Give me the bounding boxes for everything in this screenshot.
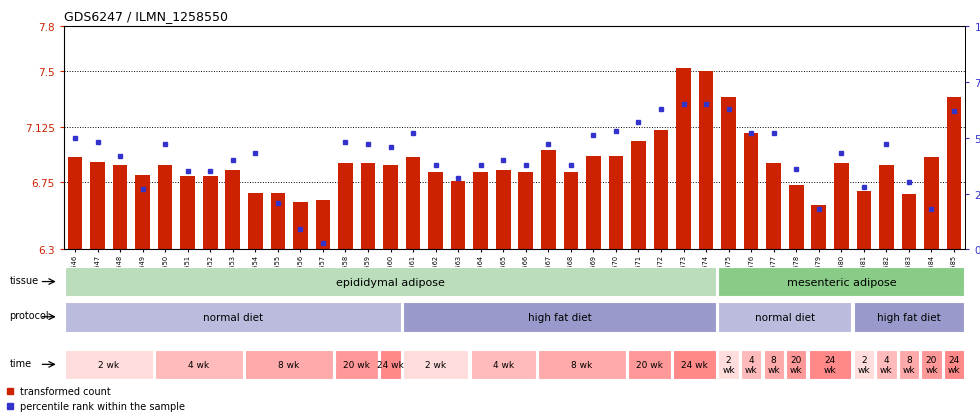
Text: 8
wk: 8 wk xyxy=(767,355,780,374)
Text: 2 wk: 2 wk xyxy=(98,360,120,369)
Text: 20
wk: 20 wk xyxy=(925,355,938,374)
Bar xyxy=(857,192,871,250)
Bar xyxy=(586,156,601,250)
Text: 4 wk: 4 wk xyxy=(493,360,514,369)
Bar xyxy=(718,350,739,379)
Text: 20 wk: 20 wk xyxy=(636,360,663,369)
Bar xyxy=(225,171,240,250)
Text: tissue: tissue xyxy=(10,275,38,285)
Bar xyxy=(631,141,646,250)
Bar xyxy=(786,350,807,379)
Bar xyxy=(876,350,897,379)
Bar xyxy=(654,131,668,250)
Text: GDS6247 / ILMN_1258550: GDS6247 / ILMN_1258550 xyxy=(64,10,227,23)
Text: 24 wk: 24 wk xyxy=(377,360,404,369)
Text: 2
wk: 2 wk xyxy=(722,355,735,374)
Text: normal diet: normal diet xyxy=(755,312,815,322)
Text: 20 wk: 20 wk xyxy=(343,360,370,369)
Bar xyxy=(609,156,623,250)
Bar xyxy=(403,302,716,332)
Bar xyxy=(403,350,468,379)
Bar xyxy=(921,350,942,379)
Bar xyxy=(879,165,894,250)
Text: normal diet: normal diet xyxy=(203,312,263,322)
Bar xyxy=(924,158,939,250)
Text: 20
wk: 20 wk xyxy=(790,355,803,374)
Bar xyxy=(428,173,443,250)
Bar xyxy=(541,150,556,250)
Bar xyxy=(673,350,716,379)
Bar xyxy=(538,350,626,379)
Text: epididymal adipose: epididymal adipose xyxy=(336,277,445,287)
Text: 8 wk: 8 wk xyxy=(571,360,593,369)
Bar xyxy=(718,302,852,332)
Bar xyxy=(766,164,781,250)
Bar xyxy=(135,176,150,250)
Bar xyxy=(383,165,398,250)
Text: 4 wk: 4 wk xyxy=(188,360,210,369)
Bar xyxy=(338,164,353,250)
Bar xyxy=(944,350,964,379)
Bar xyxy=(741,350,761,379)
Bar xyxy=(811,205,826,250)
Text: 24
wk: 24 wk xyxy=(948,355,960,374)
Text: 8 wk: 8 wk xyxy=(278,360,300,369)
Bar xyxy=(316,201,330,250)
Text: protocol: protocol xyxy=(10,310,49,320)
Text: high fat diet: high fat diet xyxy=(527,312,592,322)
Bar xyxy=(676,69,691,250)
Bar xyxy=(245,350,333,379)
Text: 8
wk: 8 wk xyxy=(903,355,915,374)
Bar xyxy=(721,98,736,250)
Bar xyxy=(496,171,511,250)
Bar xyxy=(470,350,536,379)
Bar xyxy=(65,267,716,297)
Bar xyxy=(834,164,849,250)
Bar xyxy=(293,202,308,250)
Bar xyxy=(113,165,127,250)
Bar xyxy=(718,267,964,297)
Bar xyxy=(564,173,578,250)
Text: 24 wk: 24 wk xyxy=(681,360,709,369)
Bar xyxy=(808,350,852,379)
Bar xyxy=(518,173,533,250)
Bar xyxy=(158,165,172,250)
Bar xyxy=(406,158,420,250)
Bar xyxy=(473,173,488,250)
Bar xyxy=(854,350,874,379)
Text: 24
wk: 24 wk xyxy=(824,355,836,374)
Text: transformed count: transformed count xyxy=(21,386,112,396)
Bar xyxy=(203,177,218,250)
Text: mesenteric adipose: mesenteric adipose xyxy=(787,277,896,287)
Bar xyxy=(90,162,105,250)
Bar xyxy=(270,193,285,250)
Bar xyxy=(335,350,378,379)
Bar xyxy=(947,98,961,250)
Text: time: time xyxy=(10,358,31,368)
Bar xyxy=(451,181,465,250)
Bar xyxy=(899,350,919,379)
Bar xyxy=(155,350,243,379)
Bar xyxy=(380,350,401,379)
Bar xyxy=(361,164,375,250)
Bar xyxy=(65,350,153,379)
Text: high fat diet: high fat diet xyxy=(877,312,941,322)
Text: 4
wk: 4 wk xyxy=(745,355,758,374)
Text: 4
wk: 4 wk xyxy=(880,355,893,374)
Bar xyxy=(744,134,759,250)
Text: 2
wk: 2 wk xyxy=(858,355,870,374)
Text: 2 wk: 2 wk xyxy=(425,360,446,369)
Bar xyxy=(699,71,713,250)
Bar xyxy=(789,186,804,250)
Bar xyxy=(248,193,263,250)
Bar xyxy=(628,350,671,379)
Bar xyxy=(902,195,916,250)
Bar xyxy=(68,158,82,250)
Bar xyxy=(763,350,784,379)
Bar xyxy=(854,302,964,332)
Bar xyxy=(65,302,401,332)
Text: percentile rank within the sample: percentile rank within the sample xyxy=(21,401,185,411)
Bar xyxy=(180,177,195,250)
